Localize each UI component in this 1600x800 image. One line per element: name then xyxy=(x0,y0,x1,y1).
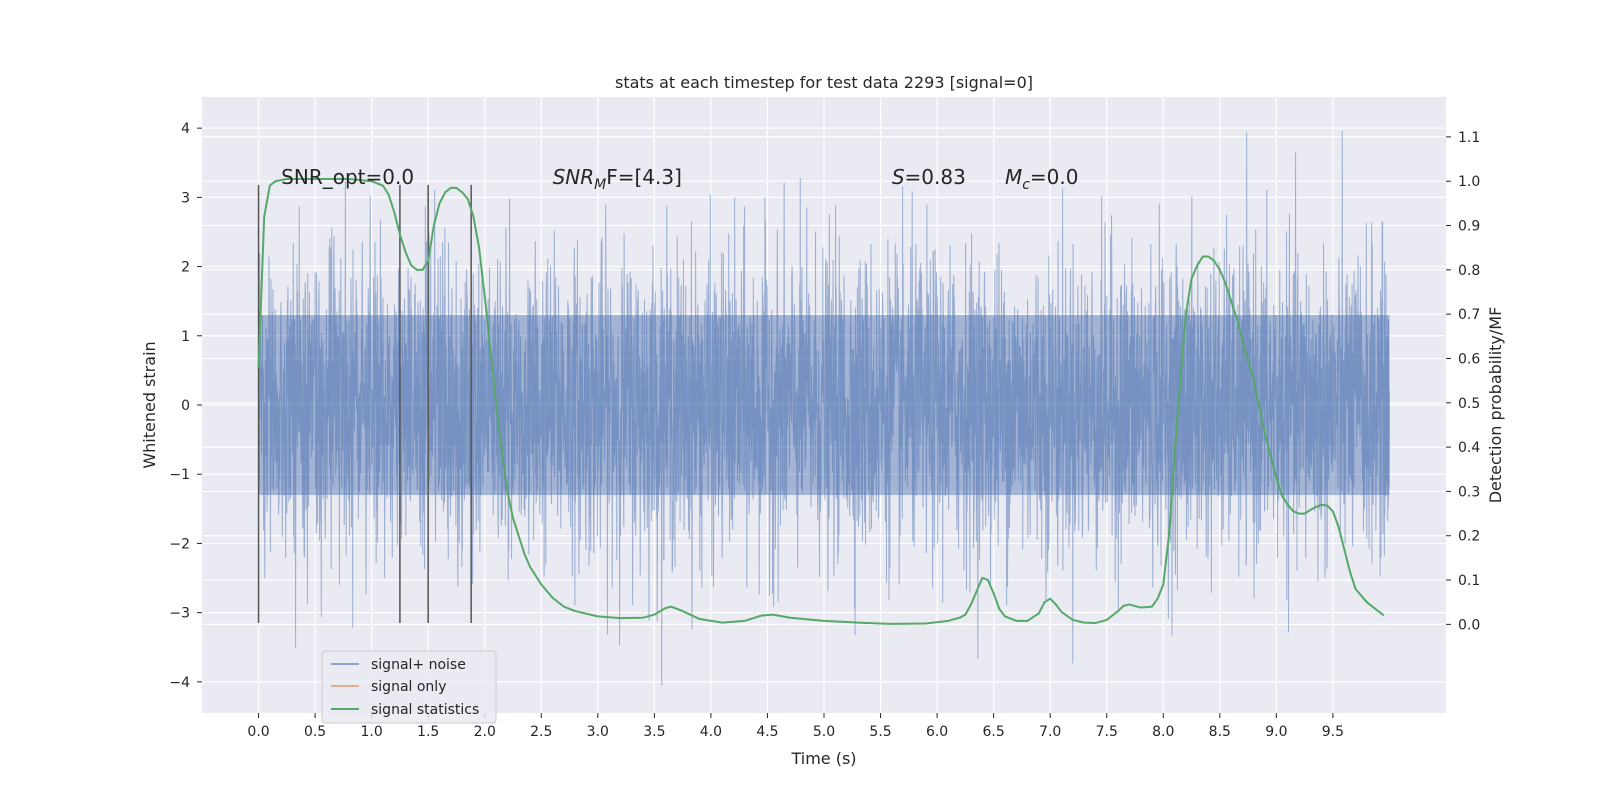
legend-label-signal-noise: signal+ noise xyxy=(371,657,466,673)
y-right-tick-label-8: 0.3 xyxy=(1458,484,1480,500)
probability-line xyxy=(257,177,1385,625)
x-tick-label-11: 5.5 xyxy=(869,724,891,740)
y-axis-label-left: Whitened strain xyxy=(140,341,159,468)
chart-title: stats at each timestep for test data 229… xyxy=(615,73,1033,92)
x-tick-label-2: 1.0 xyxy=(361,724,383,740)
noise-series xyxy=(258,130,1390,686)
y-left-tick-label-7: −3 xyxy=(169,606,190,622)
y-left-tick-label-4: 0 xyxy=(181,398,190,414)
probability-series xyxy=(257,177,1385,625)
x-tick-label-13: 6.5 xyxy=(983,724,1005,740)
y-right-tick-label-4: 0.7 xyxy=(1458,307,1480,323)
y-left-tick-label-3: 1 xyxy=(181,329,190,345)
y-right-tick-label-9: 0.2 xyxy=(1458,529,1480,545)
x-tick-label-5: 2.5 xyxy=(530,724,552,740)
annotation-snr-opt: SNR_opt=0.0 xyxy=(281,165,414,189)
y-right-tick-label-10: 0.1 xyxy=(1458,573,1480,589)
legend: signal+ noise signal only signal statist… xyxy=(321,650,497,724)
x-tick-label-7: 3.5 xyxy=(643,724,665,740)
y-left-tick-label-0: 4 xyxy=(181,121,190,137)
y-left-tick-label-8: −4 xyxy=(169,675,190,691)
y-right-tick-label-2: 0.9 xyxy=(1458,219,1480,235)
x-tick-label-18: 9.0 xyxy=(1265,724,1287,740)
x-tick-label-15: 7.5 xyxy=(1096,724,1118,740)
y-right-tick-label-6: 0.5 xyxy=(1458,396,1480,412)
x-tick-label-12: 6.0 xyxy=(926,724,948,740)
y-right-tick-label-7: 0.4 xyxy=(1458,440,1480,456)
y-ticks-left: 4 3 2 1 0 −1 −2 −3 −4 xyxy=(169,121,202,691)
x-tick-label-6: 3.0 xyxy=(587,724,609,740)
x-tick-label-3: 1.5 xyxy=(417,724,439,740)
annotation-mc: Mc=0.0 xyxy=(1005,165,1079,193)
x-tick-label-4: 2.0 xyxy=(474,724,496,740)
noise-band xyxy=(258,315,1390,495)
y-right-tick-label-3: 0.8 xyxy=(1458,263,1480,279)
y-right-tick-label-1: 1.0 xyxy=(1458,174,1480,190)
x-tick-label-0: 0.0 xyxy=(247,724,269,740)
y-left-tick-label-6: −2 xyxy=(169,536,190,552)
x-tick-label-9: 4.5 xyxy=(756,724,778,740)
x-tick-label-1: 0.5 xyxy=(304,724,326,740)
y-left-tick-label-5: −1 xyxy=(169,467,190,483)
legend-label-signal-only: signal only xyxy=(371,679,446,695)
x-tick-label-17: 8.5 xyxy=(1209,724,1231,740)
x-tick-label-14: 7.0 xyxy=(1039,724,1061,740)
annotation-s: S=0.83 xyxy=(892,165,966,189)
annotation-snr-mf: SNRMF=[4.3] xyxy=(553,165,682,193)
y-right-tick-label-5: 0.6 xyxy=(1458,351,1480,367)
y-left-tick-label-1: 3 xyxy=(181,190,190,206)
x-tick-label-10: 5.0 xyxy=(813,724,835,740)
legend-label-signal-statistics: signal statistics xyxy=(371,702,479,718)
x-tick-label-16: 8.0 xyxy=(1152,724,1174,740)
x-ticks: 0.0 0.5 1.0 1.5 2.0 2.5 3.0 3.5 4.0 4.5 5.0 5.5 6.0 6… xyxy=(247,713,1344,740)
vertical-markers xyxy=(257,184,472,624)
legend-box xyxy=(321,650,497,724)
x-tick-label-8: 4.0 xyxy=(700,724,722,740)
y-axis-label-right: Detection probability/MF xyxy=(1486,307,1505,504)
y-ticks-right: 1.1 1.0 0.9 0.8 0.7 0.6 0.5 0.4 0.3 0.2 0.1 0.0 xyxy=(1446,130,1480,633)
y-right-tick-label-11: 0.0 xyxy=(1458,617,1480,633)
y-right-tick-label-0: 1.1 xyxy=(1458,130,1480,146)
x-axis-label: Time (s) xyxy=(790,749,856,768)
y-left-tick-label-2: 2 xyxy=(181,260,190,276)
noise-line xyxy=(258,130,1390,686)
x-tick-label-19: 9.5 xyxy=(1322,724,1344,740)
